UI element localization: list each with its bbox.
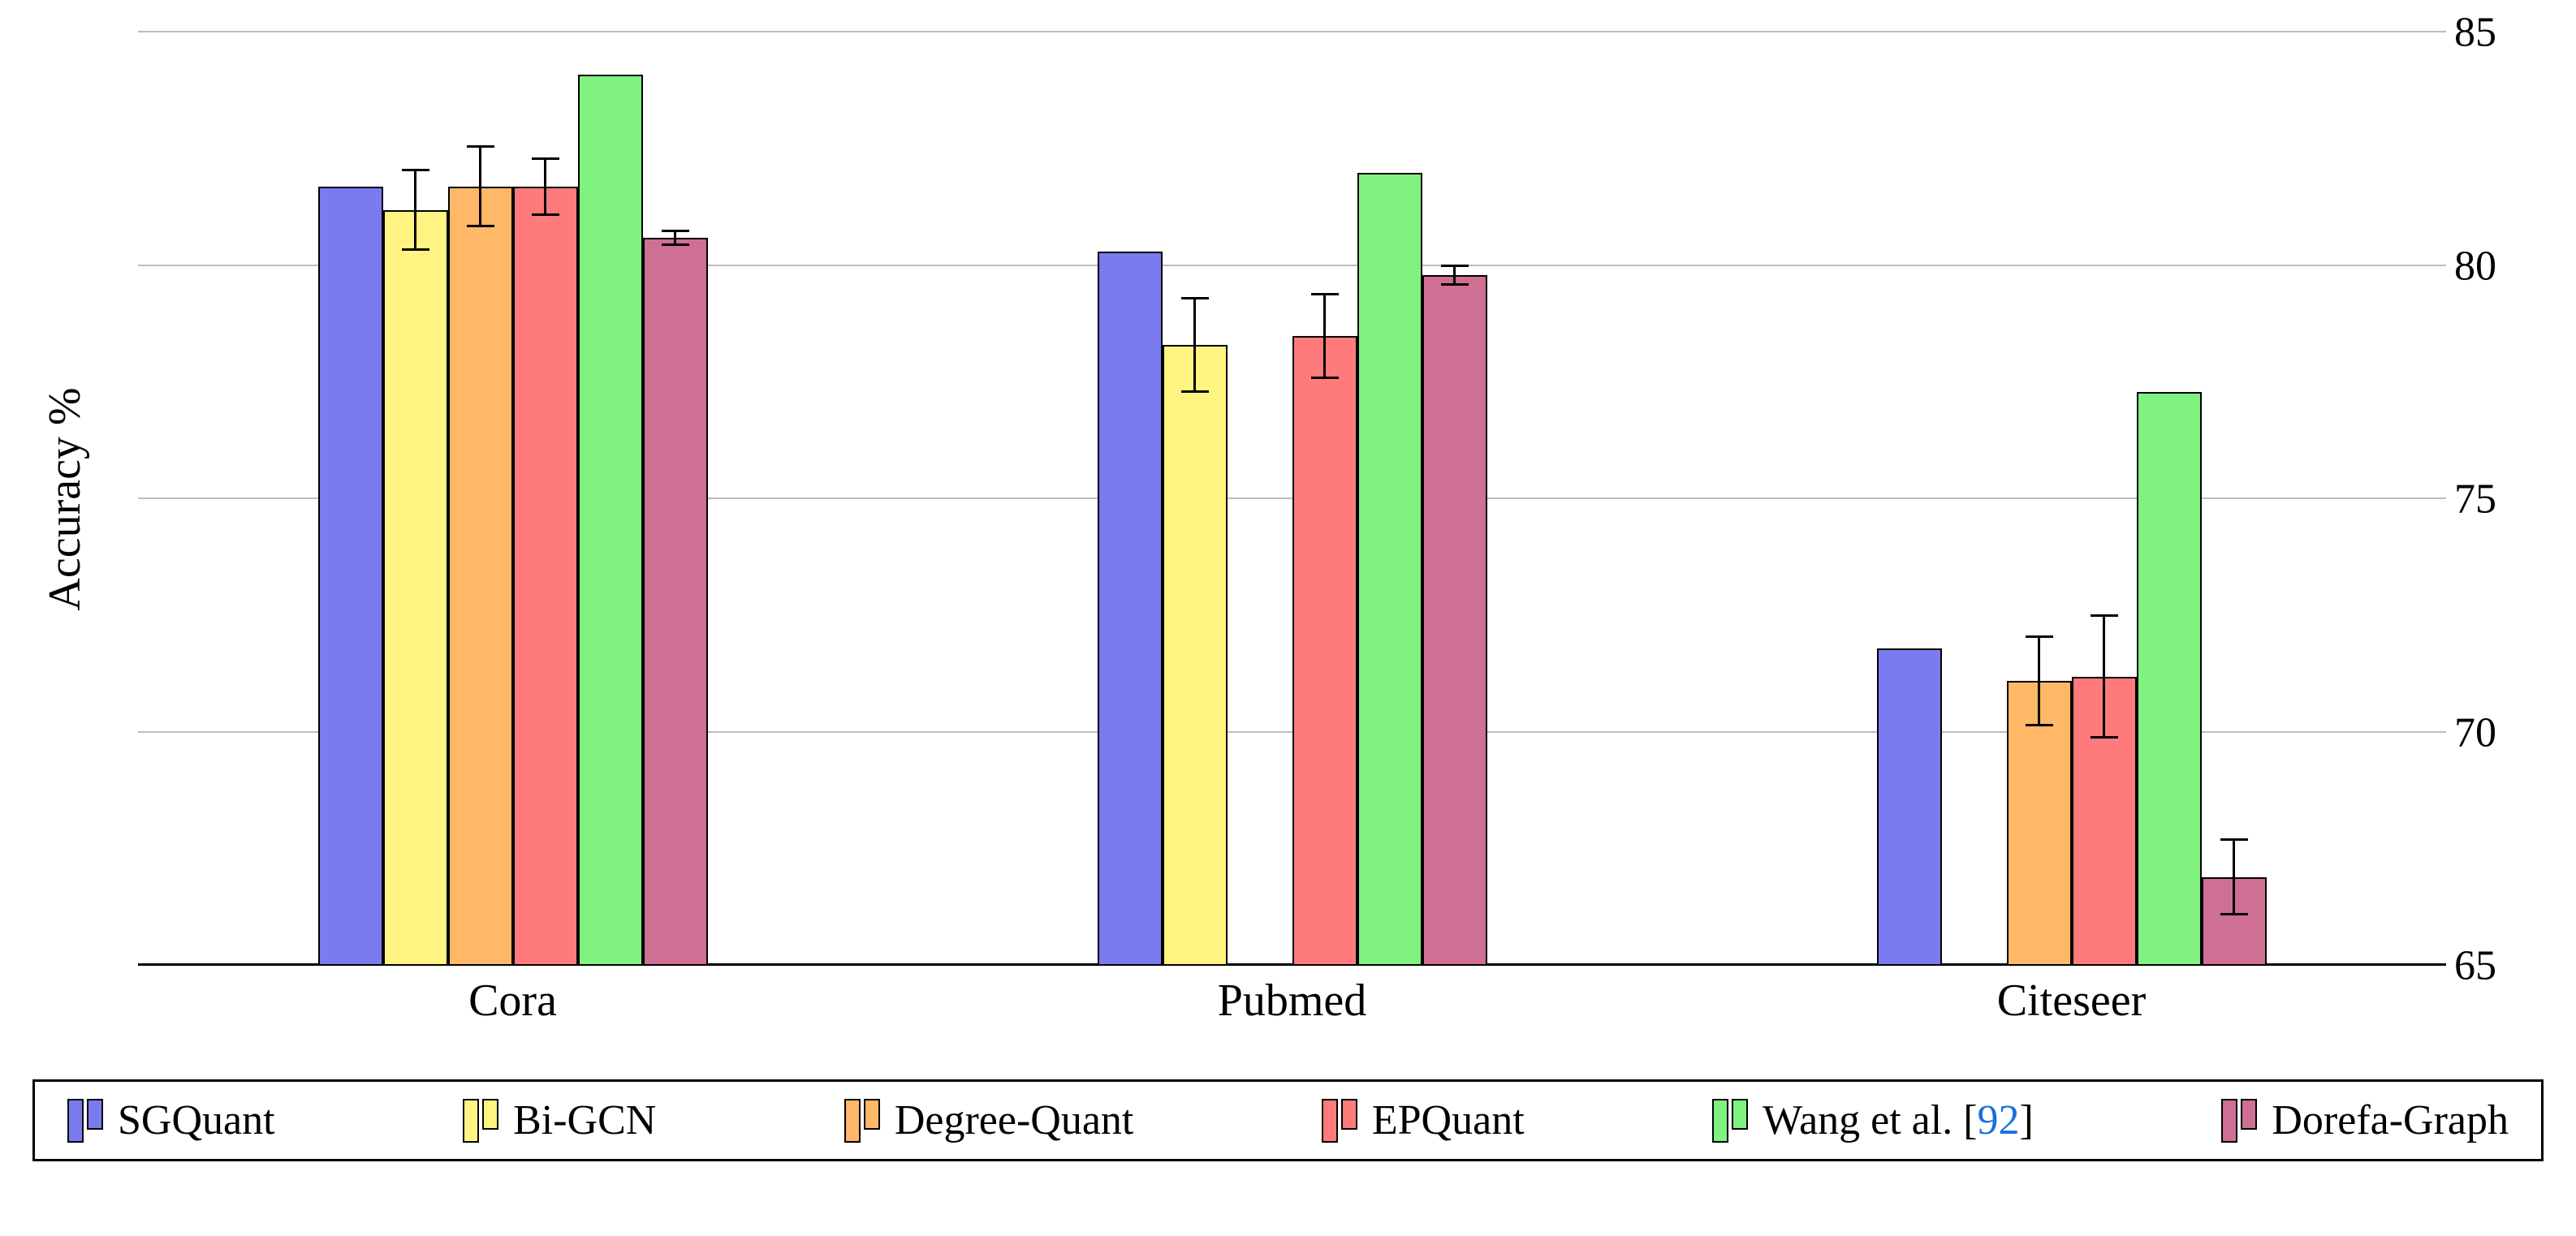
bar-slot: [1098, 252, 1163, 966]
error-cap: [1441, 265, 1469, 267]
bar: [578, 75, 643, 966]
bar-slot: [2137, 392, 2202, 966]
bar-group: [318, 75, 708, 966]
y-tick-label: 70: [2454, 708, 2535, 756]
error-cap: [532, 213, 559, 216]
legend-label: EPQuant: [1372, 1096, 1525, 1144]
bar-slot: [1292, 336, 1357, 966]
legend-label: Wang et al. [92]: [1763, 1096, 2034, 1144]
error-bar: [1453, 266, 1456, 285]
gridline: [138, 31, 2446, 32]
bar: [1292, 336, 1357, 966]
bar-slot: [318, 187, 383, 966]
legend-label: Dorefa-Graph: [2272, 1096, 2509, 1144]
error-cap: [1311, 377, 1339, 379]
bar: [1098, 252, 1163, 966]
legend-item: Wang et al. [92]: [1712, 1096, 2034, 1144]
bar-slot: [2202, 877, 2267, 966]
bar-slot: [448, 187, 513, 966]
bar-slot: [1357, 173, 1422, 967]
bar-group: [1098, 173, 1487, 967]
bar: [383, 210, 448, 967]
x-tick-label: Cora: [468, 975, 557, 1027]
bar-group: [1877, 392, 2267, 966]
x-tick-label: Citeseer: [1997, 975, 2146, 1027]
legend-swatch: [844, 1099, 880, 1143]
legend-swatch: [1712, 1099, 1748, 1143]
legend-label: Bi-GCN: [513, 1096, 656, 1144]
legend-item: EPQuant: [1322, 1096, 1525, 1144]
y-tick-label: 85: [2454, 9, 2535, 57]
error-cap: [2220, 913, 2248, 915]
bar: [318, 187, 383, 966]
error-cap: [1441, 283, 1469, 286]
bar-slot: [643, 238, 708, 966]
error-bar: [1193, 299, 1196, 392]
bar-slot: [1422, 275, 1487, 966]
error-cap: [1181, 297, 1209, 299]
error-cap: [1311, 293, 1339, 295]
error-cap: [2026, 724, 2053, 726]
legend-swatch: [1322, 1099, 1357, 1143]
legend-item: Dorefa-Graph: [2221, 1096, 2509, 1144]
bar: [1163, 345, 1228, 966]
error-cap: [402, 169, 429, 171]
error-cap: [2220, 838, 2248, 841]
legend-swatch: [463, 1099, 498, 1143]
y-tick-label: 75: [2454, 476, 2535, 523]
legend-item: Bi-GCN: [463, 1096, 656, 1144]
accuracy-bar-chart: Accuracy % 6570758085CoraPubmedCiteseer …: [32, 32, 2544, 1161]
error-cap: [2091, 614, 2118, 617]
error-cap: [532, 157, 559, 160]
bar-slot: [2007, 681, 2072, 966]
error-cap: [2091, 736, 2118, 739]
error-cap: [1181, 390, 1209, 393]
error-bar: [2103, 616, 2105, 738]
error-bar: [414, 170, 416, 250]
bar-slot: [513, 187, 578, 966]
bar-slot: [1877, 648, 1942, 966]
legend-label: Degree-Quant: [895, 1096, 1134, 1144]
y-tick-label: 80: [2454, 242, 2535, 290]
bar: [1357, 173, 1422, 967]
error-bar: [544, 158, 546, 214]
bar-slot: [2072, 677, 2137, 967]
legend-swatch: [2221, 1099, 2257, 1143]
error-bar: [479, 147, 481, 226]
y-tick-label: 65: [2454, 942, 2535, 990]
error-bar: [2233, 840, 2235, 915]
error-bar: [674, 230, 676, 244]
x-tick-label: Pubmed: [1218, 975, 1367, 1027]
legend: SGQuant Bi-GCN Degree-Quant EPQuant Wang et …: [32, 1079, 2544, 1161]
bar: [448, 187, 513, 966]
legend-item: Degree-Quant: [844, 1096, 1134, 1144]
bar: [2137, 392, 2202, 966]
bar: [643, 238, 708, 966]
error-cap: [467, 145, 494, 148]
bar: [1877, 648, 1942, 966]
error-bar: [1323, 294, 1326, 378]
error-bar: [2038, 637, 2040, 726]
legend-item: SGQuant: [67, 1096, 275, 1144]
error-cap: [2026, 635, 2053, 638]
bar: [513, 187, 578, 966]
bar: [1422, 275, 1487, 966]
error-cap: [662, 243, 689, 246]
citation-link[interactable]: 92: [1978, 1097, 2020, 1143]
legend-swatch: [67, 1099, 103, 1143]
bar-slot: [1163, 345, 1228, 966]
error-cap: [662, 230, 689, 232]
bar-slot: [383, 210, 448, 967]
legend-label: SGQuant: [118, 1096, 275, 1144]
error-cap: [467, 225, 494, 227]
error-cap: [402, 248, 429, 251]
bar-slot: [578, 75, 643, 966]
y-axis-label: Accuracy %: [39, 387, 91, 610]
plot-area: Accuracy % 6570758085CoraPubmedCiteseer: [138, 32, 2446, 966]
